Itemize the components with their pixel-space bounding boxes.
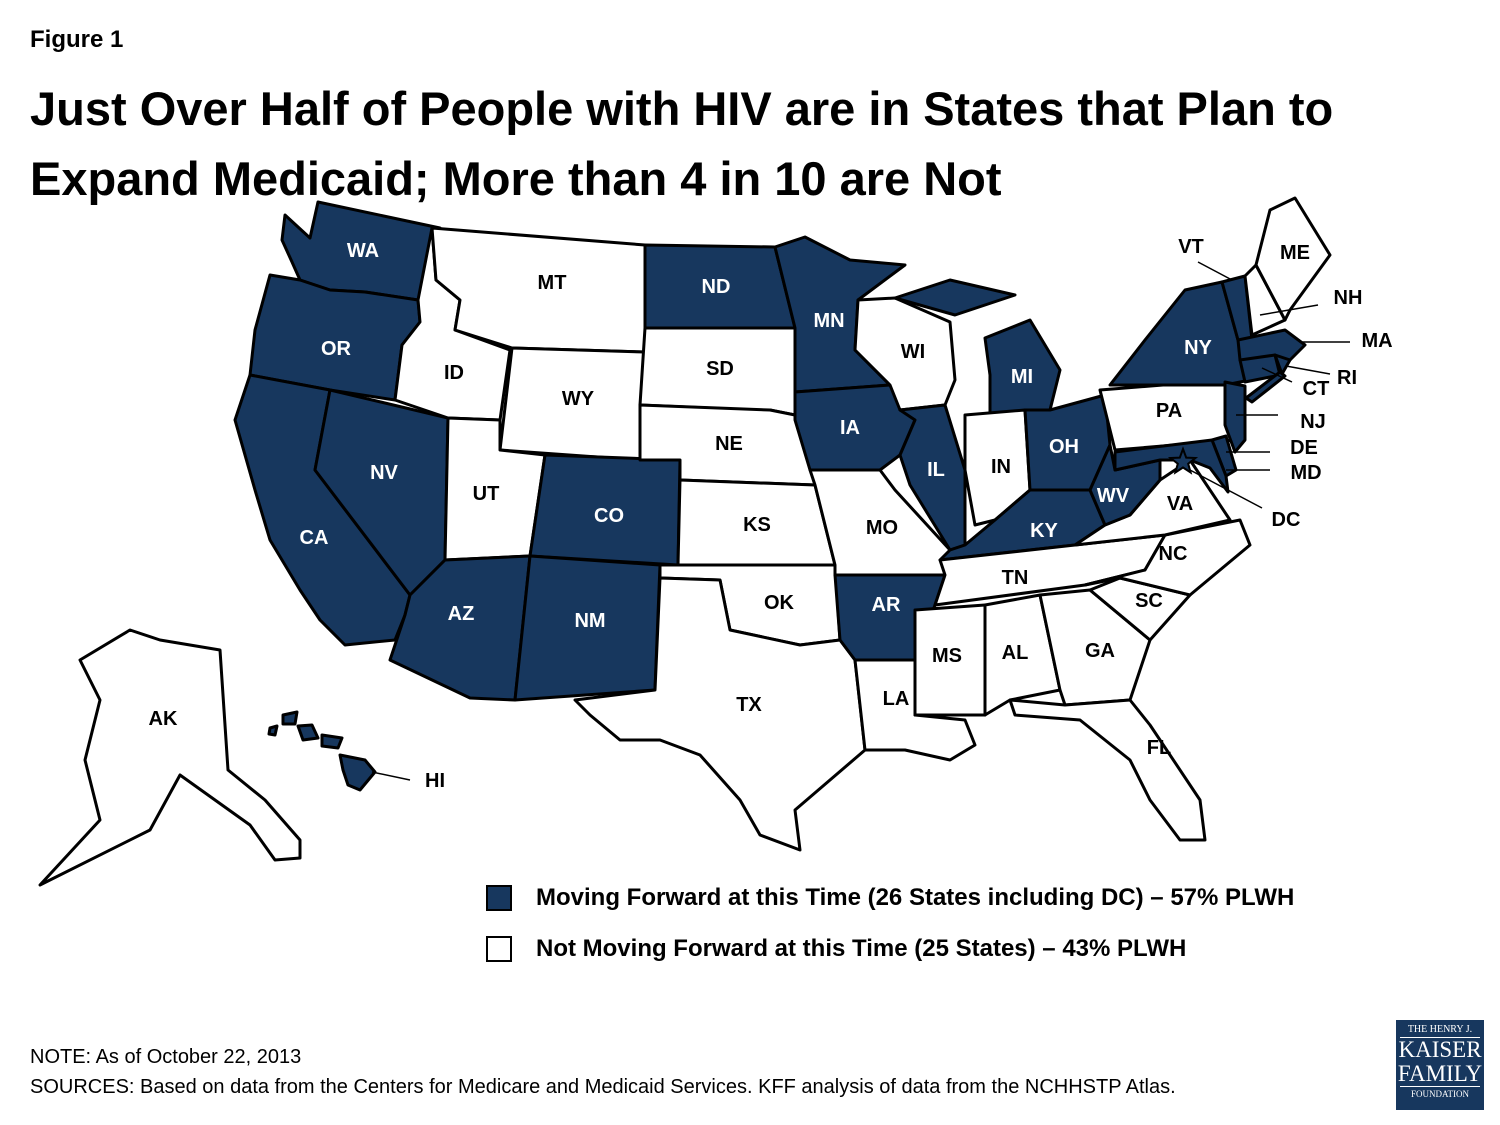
state-label-tn: TN — [1002, 567, 1029, 589]
state-label-va: VA — [1167, 493, 1193, 515]
dc-star-icon — [1167, 446, 1199, 475]
state-label-il: IL — [927, 459, 945, 481]
state-label-mn: MN — [813, 310, 844, 332]
figure-label: Figure 1 — [30, 26, 124, 53]
state-hi — [320, 733, 344, 750]
state-label-vt: VT — [1178, 236, 1204, 258]
state-nc — [1083, 518, 1252, 597]
state-label-ms: MS — [932, 645, 962, 667]
leader-line-hi — [371, 771, 411, 781]
state-label-ia: IA — [840, 417, 860, 439]
state-label-wi: WI — [901, 341, 925, 363]
legend-item-not-moving-forward: Not Moving Forward at this Time (25 Stat… — [486, 935, 1186, 963]
state-md — [1113, 438, 1230, 494]
state-label-ga: GA — [1085, 640, 1115, 662]
legend-swatch-not-moving-forward — [486, 936, 512, 962]
state-nj — [1223, 380, 1247, 454]
state-label-mt: MT — [538, 272, 567, 294]
state-label-nm: NM — [574, 610, 605, 632]
legend-label-moving-forward: Moving Forward at this Time (26 States i… — [536, 884, 1295, 911]
state-label-wa: WA — [347, 240, 379, 262]
legend-item-moving-forward: Moving Forward at this Time (26 States i… — [486, 884, 1294, 912]
state-label-nc: NC — [1159, 543, 1188, 565]
logo-line3: FAMILY — [1397, 1061, 1483, 1086]
state-al — [983, 593, 1062, 717]
state-label-de: DE — [1290, 437, 1318, 459]
logo-line2: KAISER — [1398, 1037, 1482, 1062]
state-mi — [893, 278, 1017, 317]
state-label-md: MD — [1290, 462, 1321, 484]
state-label-tx: TX — [736, 694, 762, 716]
state-label-nj: NJ — [1300, 411, 1326, 433]
state-label-nh: NH — [1334, 287, 1363, 309]
state-ms — [913, 603, 987, 717]
leader-line-ri — [1285, 365, 1331, 375]
state-label-wy: WY — [562, 388, 595, 410]
state-label-mo: MO — [866, 517, 898, 539]
state-label-ut: UT — [473, 483, 500, 505]
state-ak — [38, 628, 302, 887]
leader-line-nh — [1259, 304, 1319, 316]
state-label-mi: MI — [1011, 366, 1033, 388]
state-label-ne: NE — [715, 433, 743, 455]
state-hi — [296, 723, 320, 742]
state-label-oh: OH — [1049, 436, 1079, 458]
state-label-dc: DC — [1272, 509, 1301, 531]
logo-line4: FOUNDATION — [1400, 1086, 1480, 1099]
state-label-hi: HI — [425, 770, 445, 792]
state-hi — [281, 710, 299, 726]
state-label-al: AL — [1002, 642, 1029, 664]
state-hi — [267, 724, 279, 737]
state-label-fl: FL — [1147, 737, 1171, 759]
state-label-ny: NY — [1184, 337, 1212, 359]
sources: SOURCES: Based on data from the Centers … — [30, 1076, 1176, 1098]
state-tx — [573, 576, 867, 852]
leader-line-vt — [1197, 261, 1233, 281]
state-label-sc: SC — [1135, 590, 1163, 612]
state-label-nv: NV — [370, 462, 398, 484]
leader-line-ct — [1261, 367, 1293, 383]
state-ma — [1236, 328, 1307, 362]
state-fl — [1008, 698, 1207, 842]
note: NOTE: As of October 22, 2013 — [30, 1046, 302, 1068]
state-label-ok: OK — [764, 592, 795, 614]
state-label-ak: AK — [149, 708, 178, 730]
chart-title: Just Over Half of People with HIV are in… — [30, 82, 1334, 205]
state-label-pa: PA — [1156, 400, 1182, 422]
logo-line1: THE HENRY J. — [1400, 1024, 1480, 1038]
state-label-sd: SD — [706, 358, 734, 380]
state-ct — [1244, 370, 1287, 404]
state-me — [1254, 196, 1332, 322]
state-label-or: OR — [321, 338, 352, 360]
state-label-in: IN — [991, 456, 1011, 478]
legend-label-not-moving-forward: Not Moving Forward at this Time (25 Stat… — [536, 935, 1187, 962]
state-label-co: CO — [594, 505, 624, 527]
state-label-ma: MA — [1361, 330, 1392, 352]
state-label-az: AZ — [448, 603, 475, 625]
state-label-me: ME — [1280, 242, 1310, 264]
state-label-ca: CA — [300, 527, 329, 549]
state-label-la: LA — [883, 688, 910, 710]
state-label-id: ID — [444, 362, 464, 384]
kff-logo: THE HENRY J. KAISER FAMILY FOUNDATION — [1396, 1020, 1484, 1110]
state-label-ct: CT — [1303, 378, 1330, 400]
state-label-ks: KS — [743, 514, 771, 536]
state-label-ri: RI — [1337, 367, 1357, 389]
legend-swatch-moving-forward — [486, 885, 512, 911]
state-ri — [1273, 353, 1292, 376]
state-label-nd: ND — [702, 276, 731, 298]
state-label-wv: WV — [1097, 485, 1130, 507]
state-hi — [338, 753, 377, 792]
leader-line-dc — [1189, 469, 1263, 509]
state-label-ar: AR — [872, 594, 901, 616]
state-label-ky: KY — [1030, 520, 1058, 542]
